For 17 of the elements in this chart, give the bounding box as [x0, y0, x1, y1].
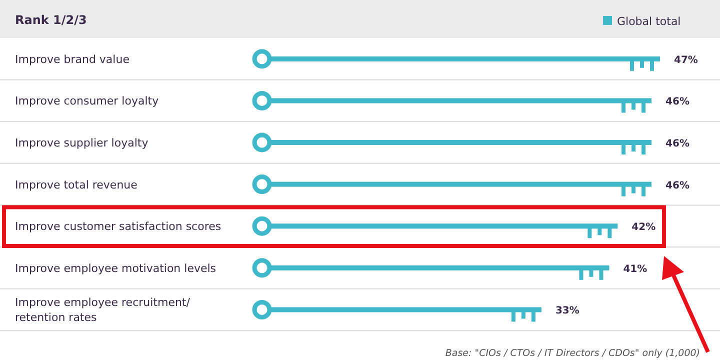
data-label: 46%: [666, 96, 690, 108]
data-label: 46%: [666, 138, 690, 150]
legend-label: Global total: [617, 15, 681, 28]
data-label: 42%: [632, 222, 656, 234]
y-tick-label: Improve customer satisfaction scores: [15, 220, 222, 234]
y-tick-label: Improve brand value: [15, 52, 130, 66]
data-label: 47%: [674, 54, 698, 66]
y-tick-label: Improve total revenue: [15, 178, 138, 192]
text: Base: "CIOs / CTOs / IT Directors / CDOs" only (1,000): [445, 348, 700, 359]
data-label: 46%: [666, 180, 690, 192]
y-tick-label: Improve supplier loyalty: [15, 136, 149, 150]
y-tick-label: Improve employee motivation levels: [15, 262, 216, 275]
y-tick-label: Improve consumer loyalty: [15, 94, 160, 108]
data-label: 33%: [555, 306, 580, 317]
y-tick-label: Improve employee recruitment/ retention rates: [15, 296, 190, 324]
text: Rank 1/2/3: [15, 13, 87, 27]
data-label: 41%: [623, 264, 648, 275]
